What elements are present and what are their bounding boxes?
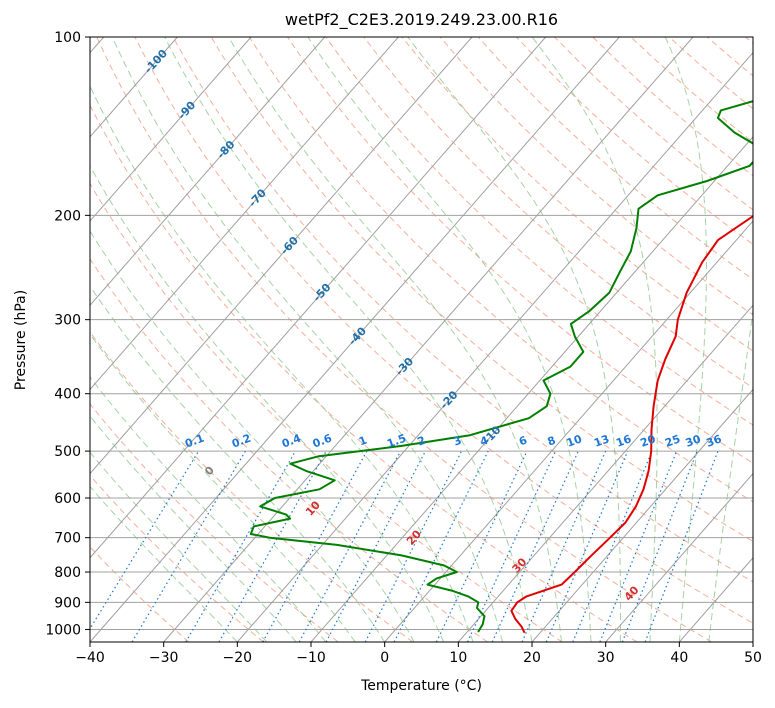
dry-adiabat-line	[134, 37, 753, 624]
dewpoint-profile-line	[249, 100, 753, 633]
axis-ticks: −40 −30 −20 −10 0 10 20 30 40 5010020030040050060…	[45, 30, 762, 666]
mixing-ratio-line	[599, 450, 678, 642]
y-tick-label: 1000	[45, 622, 81, 638]
dry-adiabat-line	[172, 37, 753, 583]
isotherm-line	[236, 51, 753, 642]
profiles	[249, 100, 753, 634]
mixing-ratio-line	[435, 450, 528, 642]
dry-adiabat-line	[287, 37, 753, 464]
moist-adiabat-line	[531, 37, 658, 642]
isotherm-line	[90, 37, 399, 391]
y-tick-label: 700	[54, 531, 81, 547]
x-tick-label: 40	[670, 650, 688, 666]
mixing-ratio-label: 13	[592, 432, 611, 449]
x-tick-label: 30	[597, 650, 615, 666]
y-tick-label: 600	[54, 491, 81, 507]
mixing-ratio-line	[185, 450, 296, 642]
chart-title: wetPf2_C2E3.2019.249.23.00.R16	[284, 10, 559, 29]
dry-adiabat-line	[248, 37, 753, 503]
mixing-ratio-label: 1.5	[385, 432, 408, 451]
isotherm-line	[90, 37, 473, 475]
mixing-ratio-line	[545, 450, 629, 642]
mixing-ratio-label: 0.1	[183, 432, 206, 451]
isotherm-line	[90, 37, 326, 306]
dry-adiabat-line	[90, 403, 339, 642]
x-tick-label: 50	[744, 650, 762, 666]
x-tick-label: 10	[449, 650, 467, 666]
moist-adiabat-line	[164, 37, 533, 642]
temperature-profile-line	[510, 214, 753, 634]
mixing-ratio-label: 0.2	[230, 432, 253, 451]
plot-frame	[89, 36, 754, 643]
mixing-ratio-label: 0.6	[311, 432, 334, 451]
mixing-ratio-label: 25	[663, 432, 682, 449]
mixing-ratio-line	[572, 450, 653, 642]
y-tick-label: 900	[54, 595, 81, 611]
y-tick-label: 200	[54, 208, 81, 224]
moist-adiabat-line	[90, 85, 474, 642]
y-tick-label: 300	[54, 313, 81, 329]
y-tick-label: 400	[54, 387, 81, 403]
moist-adiabat-line	[664, 37, 707, 642]
moist-adiabat-line	[90, 333, 356, 642]
mixing-ratio-label: 2	[416, 434, 428, 449]
moist-adiabat-line	[228, 37, 562, 642]
x-axis-label: Temperature (°C)	[361, 678, 482, 694]
dry-adiabat-line	[90, 258, 488, 642]
plot-area	[90, 37, 753, 642]
isotherm-line	[90, 37, 547, 559]
isotherm-line	[163, 37, 694, 642]
moist-adiabat-line	[90, 485, 238, 642]
mixing-ratio-line	[131, 450, 246, 642]
moist-adiabat-line	[708, 306, 753, 642]
mixing-ratio-label: 16	[614, 432, 633, 450]
dry-adiabat-line	[96, 37, 712, 642]
mixing-ratio-label: 8	[546, 434, 558, 449]
mixing-ratio-line	[90, 450, 200, 630]
mixing-ratio-label: 6	[517, 434, 529, 449]
isotherm-line	[90, 37, 105, 54]
x-tick-label: −10	[296, 650, 326, 666]
mixing-ratio-label: 1	[357, 434, 369, 449]
mixing-ratio-line	[491, 450, 579, 642]
isotherm-line	[752, 641, 753, 642]
y-tick-label: 800	[54, 565, 81, 581]
dry-adiabat-line	[90, 546, 190, 642]
mixing-ratio-line	[218, 450, 327, 642]
dry-adiabat-line	[90, 474, 264, 642]
mixing-ratio-line	[262, 450, 368, 642]
isotherm-line	[90, 37, 252, 222]
moist-adiabat-line	[307, 37, 592, 642]
x-tick-label: −30	[149, 650, 179, 666]
mixing-ratio-label: 0.4	[280, 432, 303, 451]
moist-adiabat-line	[90, 230, 415, 642]
mixing-ratio-label: 20	[639, 432, 658, 450]
moist-adiabat-line	[90, 285, 386, 642]
mixing-ratio-line	[521, 450, 607, 642]
isotherm-line	[90, 37, 620, 642]
dry-adiabat-line	[90, 182, 563, 642]
mixing-ratio-label: 10	[565, 432, 584, 450]
y-tick-label: 500	[54, 444, 81, 460]
moist-adiabat-line	[111, 37, 503, 642]
moist-adiabat-line	[407, 37, 621, 642]
isotherm-line	[0, 37, 30, 642]
mixing-ratio-label: 3	[452, 434, 464, 449]
y-tick-label: 100	[54, 30, 81, 46]
x-tick-label: 0	[380, 650, 389, 666]
mixing-ratio-label: 36	[705, 432, 724, 450]
moist-adiabat-line	[90, 164, 445, 642]
mixing-ratio-label: 30	[684, 432, 703, 450]
x-tick-label: −40	[75, 650, 105, 666]
isotherm-line	[531, 388, 753, 642]
x-tick-label: −20	[223, 650, 253, 666]
isotherm-line	[384, 220, 753, 642]
mixing-ratio-label: 4	[478, 434, 490, 449]
dry-adiabat-line	[90, 104, 638, 642]
x-tick-label: 20	[523, 650, 541, 666]
isotherm-line	[605, 472, 753, 642]
dry-adiabat-line	[439, 37, 753, 316]
isotherm-line	[457, 304, 753, 642]
